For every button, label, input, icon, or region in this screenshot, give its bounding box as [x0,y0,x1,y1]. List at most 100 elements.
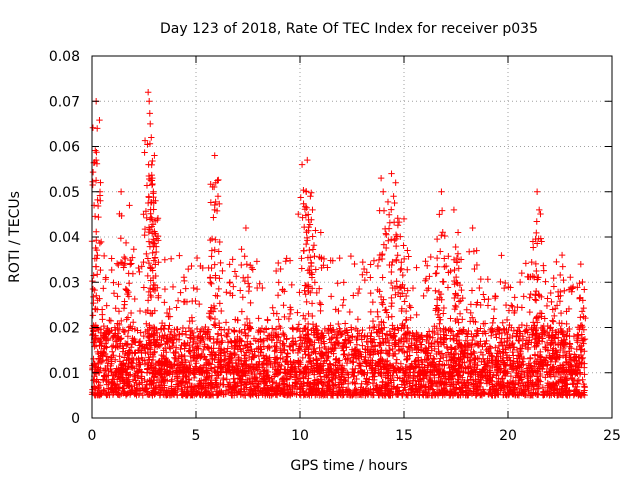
data-point [155,294,162,301]
data-point [389,258,396,266]
data-point [427,253,434,261]
y-tick-label: 0.04 [49,230,80,246]
data-point [545,332,552,339]
data-point [544,390,551,397]
data-point [308,327,315,334]
data-point [113,376,121,383]
data-point [266,332,273,340]
data-point [210,345,217,352]
x-tick-label: 0 [88,428,97,444]
data-point [176,252,183,259]
data-point [256,378,264,385]
data-point [190,284,197,292]
data-point [156,333,163,341]
data-point [174,391,181,399]
data-point [401,349,408,356]
data-point [212,369,219,376]
data-point [522,327,530,334]
data-point [120,389,127,397]
data-point [413,337,420,345]
data-point [211,261,218,268]
data-point [146,175,153,183]
data-point [516,389,523,396]
data-point [573,337,581,344]
data-point [188,392,196,399]
data-point [122,239,130,247]
data-point [469,314,476,321]
data-point [334,328,341,335]
data-point [367,274,374,281]
data-point [311,279,319,286]
data-point [92,363,99,370]
data-point [94,386,102,394]
data-point [388,303,395,310]
data-point [140,284,148,291]
data-point [354,289,362,297]
data-point [206,310,213,317]
data-point [219,267,226,275]
data-point [426,360,434,367]
data-point [112,356,119,363]
data-point [335,381,342,388]
data-point [316,299,323,307]
data-point [341,327,349,335]
data-point [467,309,474,317]
data-point [412,377,419,384]
data-point [163,309,171,317]
data-point [351,260,358,268]
data-point [548,391,555,399]
data-point [317,307,324,315]
data-point [225,326,233,333]
data-point [286,386,294,393]
data-point [201,376,209,384]
data-point [243,341,251,348]
data-point [286,343,293,351]
data-point [107,368,115,376]
data-point [533,188,541,195]
data-point [431,329,438,337]
data-point [379,356,386,364]
data-point [376,288,383,295]
data-point [338,331,345,338]
data-point [489,357,497,364]
data-point [407,369,414,376]
data-point [368,329,375,337]
data-point [221,356,229,363]
data-point [560,276,567,284]
data-point [92,156,100,164]
data-point [149,267,156,274]
data-point [125,324,133,331]
data-point [576,360,583,367]
data-point [157,382,165,389]
data-point [226,279,233,287]
data-point [558,327,565,335]
data-point [171,354,178,361]
data-point [429,386,436,393]
data-point [531,322,538,329]
data-point [553,329,561,336]
data-point [363,381,371,388]
data-point [407,314,414,321]
data-point [481,320,489,327]
data-point [394,214,401,222]
data-point [167,255,175,263]
data-point [469,381,477,388]
data-point [367,308,375,316]
data-point [385,313,392,321]
data-point [289,326,297,333]
data-point [106,328,113,336]
data-point [434,311,442,318]
data-point [168,387,175,394]
data-point [186,348,193,355]
data-point [109,348,116,355]
data-point [384,198,392,206]
data-point [570,381,577,388]
data-point [491,294,499,302]
data-point [275,279,282,286]
data-point [371,342,379,349]
data-point [347,252,355,260]
data-point [215,359,222,366]
data-point [281,313,288,321]
data-point [146,369,154,376]
data-point [213,392,221,399]
